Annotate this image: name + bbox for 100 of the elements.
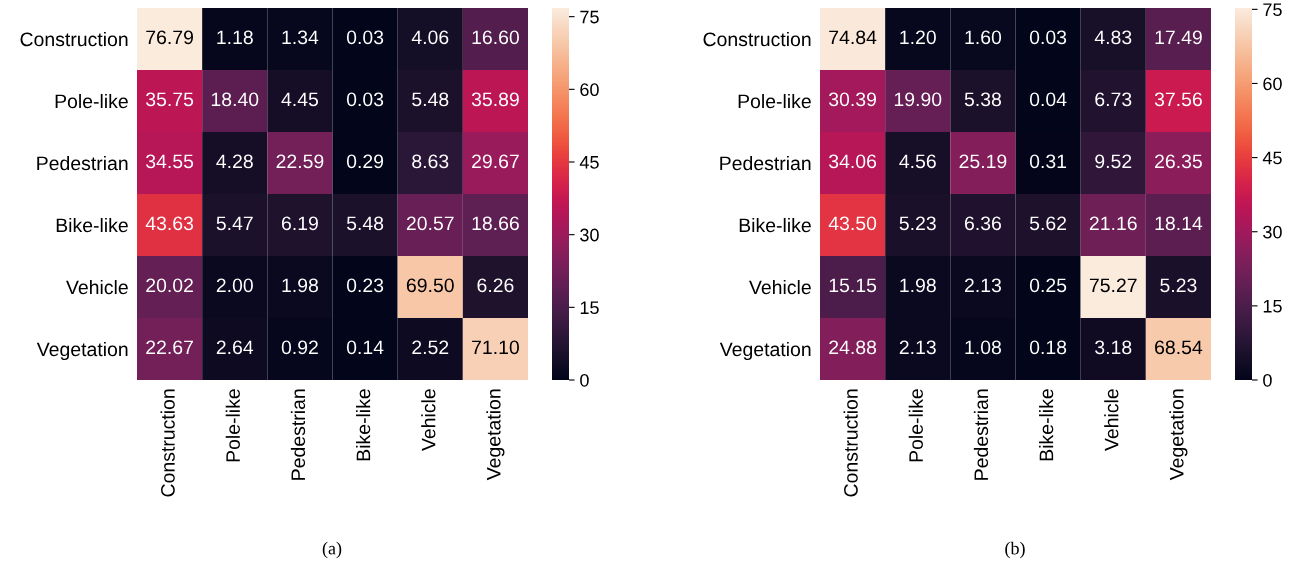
data-label: 6.19 [281, 216, 318, 231]
color-bar-label: 15 [580, 301, 599, 315]
data-label: 5.48 [346, 216, 384, 231]
data-label: 5.48 [412, 92, 449, 107]
x-tick-label: Pole-like [908, 389, 923, 462]
data-label: 35.75 [146, 92, 194, 107]
y-tick-label: Pedestrian [720, 155, 811, 171]
data-label: 26.35 [1155, 154, 1202, 169]
data-label: 1.18 [217, 30, 253, 45]
data-label: 15.15 [829, 278, 877, 293]
data-label: 2.52 [412, 340, 449, 355]
text: (b) [1005, 541, 1025, 559]
data-label: 20.57 [406, 216, 454, 231]
y-tick-label: Bike-like [739, 217, 811, 233]
text: (a) [322, 541, 342, 559]
data-label: 2.13 [899, 340, 936, 355]
data-label: 17.49 [1155, 30, 1202, 45]
data-label: 68.54 [1155, 340, 1203, 355]
data-label: 5.23 [899, 216, 936, 231]
data-label: 0.03 [346, 30, 384, 45]
data-label: 25.19 [959, 154, 1007, 169]
y-tick-label: Construction [703, 31, 811, 47]
x-tick-label: Bike-like [356, 389, 371, 461]
data-label: 3.18 [1095, 340, 1132, 355]
data-label: 29.67 [472, 154, 519, 169]
x-tick-label: Pedestrian [973, 389, 989, 480]
data-label: 2.13 [964, 278, 1001, 293]
data-label: 6.36 [964, 216, 1001, 231]
data-label: 0.29 [346, 154, 384, 169]
data-label: 0.03 [346, 92, 384, 107]
data-label: 76.79 [146, 30, 193, 45]
color-bar-label: 30 [1263, 225, 1282, 239]
data-label: 75.27 [1089, 278, 1137, 293]
color-bar-label: 30 [580, 228, 599, 242]
data-label: 20.02 [146, 278, 193, 293]
x-tick-label: Pedestrian [290, 389, 306, 480]
data-label: 5.62 [1029, 216, 1067, 231]
data-label: 6.73 [1095, 92, 1132, 107]
x-tick-label: Bike-like [1039, 389, 1054, 461]
color-bar-label: 15 [1263, 299, 1282, 313]
data-label: 0.92 [281, 340, 318, 355]
data-label: 4.06 [411, 30, 449, 45]
data-label: 4.45 [281, 92, 319, 107]
data-label: 6.26 [477, 278, 514, 293]
data-label: 0.14 [346, 340, 384, 355]
y-tick-label: Construction [20, 31, 128, 47]
data-label: 22.59 [276, 154, 324, 169]
x-tick-label: Vegetation [486, 389, 505, 481]
data-label: 35.89 [471, 92, 519, 107]
data-label: 4.56 [899, 154, 936, 169]
x-tick-label: Vegetation [1169, 389, 1188, 481]
y-tick-label: Vegetation [36, 341, 128, 361]
y-tick-label: Pole-like [55, 93, 128, 109]
data-label: 1.20 [900, 30, 936, 45]
color-bar-label: 45 [579, 156, 599, 169]
data-label: 4.28 [216, 154, 253, 169]
y-tick-label: Pedestrian [37, 155, 128, 171]
color-bar-label: 0 [580, 373, 589, 387]
data-label: 1.08 [965, 340, 1001, 355]
data-label: 37.56 [1154, 92, 1202, 107]
data-label: 18.40 [211, 92, 259, 107]
x-tick-label: Vehicle [421, 389, 436, 451]
data-label: 43.50 [828, 216, 877, 231]
data-label: 1.98 [282, 278, 318, 293]
data-label: 18.14 [1155, 216, 1203, 231]
data-label: 5.38 [964, 92, 1001, 107]
data-label: 0.25 [1029, 278, 1067, 293]
data-label: 5.47 [216, 216, 253, 231]
data-label: 0.18 [1029, 340, 1067, 355]
color-bar-label: 0 [1263, 373, 1272, 387]
data-label: 2.64 [216, 340, 254, 355]
data-label: 0.31 [1029, 154, 1067, 169]
data-label: 21.16 [1089, 216, 1137, 231]
data-label: 43.63 [145, 216, 194, 231]
y-tick-label: Vehicle [749, 279, 811, 295]
data-label: 18.66 [472, 216, 519, 231]
data-label: 1.34 [282, 30, 319, 45]
data-label: 30.39 [829, 92, 876, 107]
y-tick-label: Bike-like [56, 217, 128, 233]
data-label: 34.55 [146, 154, 194, 169]
y-tick-label: Vehicle [66, 279, 128, 295]
data-label: 74.84 [829, 30, 877, 45]
x-tick-label: Pole-like [225, 389, 240, 462]
data-label: 1.60 [965, 30, 1002, 45]
color-bar-label: 45 [1262, 151, 1282, 165]
y-tick-label: Vegetation [719, 341, 811, 361]
color-bar-label: 75 [1263, 3, 1282, 17]
data-label: 9.52 [1095, 154, 1132, 169]
data-label: 71.10 [472, 340, 519, 355]
data-label: 5.23 [1160, 278, 1197, 293]
data-label: 8.63 [412, 154, 449, 169]
data-label: 4.83 [1094, 30, 1132, 45]
color-bar-label: 75 [580, 10, 599, 24]
data-label: 34.06 [829, 154, 877, 169]
data-label: 0.03 [1029, 30, 1067, 45]
data-label: 16.60 [472, 30, 519, 45]
color-bar-label: 60 [580, 83, 599, 97]
y-tick-label: Pole-like [738, 93, 811, 109]
color-bar-label: 60 [1263, 77, 1282, 91]
data-label: 24.88 [829, 340, 877, 355]
